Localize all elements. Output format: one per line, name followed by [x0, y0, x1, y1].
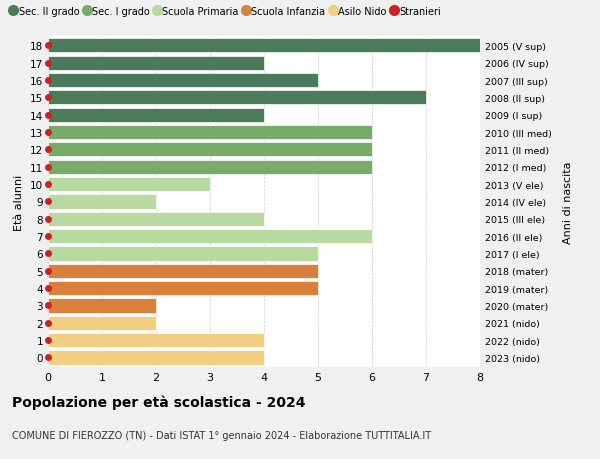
- Bar: [48, 39, 480, 53]
- Bar: [48, 247, 318, 261]
- Text: Popolazione per età scolastica - 2024: Popolazione per età scolastica - 2024: [12, 395, 305, 409]
- Bar: [48, 351, 264, 365]
- Bar: [48, 264, 318, 278]
- Bar: [48, 316, 156, 330]
- Bar: [48, 333, 264, 347]
- Bar: [48, 143, 372, 157]
- Bar: [48, 195, 156, 209]
- Legend: Sec. II grado, Sec. I grado, Scuola Primaria, Scuola Infanzia, Asilo Nido, Stran: Sec. II grado, Sec. I grado, Scuola Prim…: [11, 7, 441, 17]
- Bar: [48, 126, 372, 140]
- Bar: [48, 178, 210, 192]
- Bar: [48, 74, 318, 88]
- Bar: [48, 160, 372, 174]
- Bar: [48, 299, 156, 313]
- Y-axis label: Anni di nascita: Anni di nascita: [563, 161, 573, 243]
- Bar: [48, 108, 264, 123]
- Bar: [48, 91, 426, 105]
- Bar: [48, 281, 318, 296]
- Bar: [48, 230, 372, 244]
- Y-axis label: Età alunni: Età alunni: [14, 174, 25, 230]
- Bar: [48, 212, 264, 226]
- Bar: [48, 56, 264, 71]
- Text: COMUNE DI FIEROZZO (TN) - Dati ISTAT 1° gennaio 2024 - Elaborazione TUTTITALIA.I: COMUNE DI FIEROZZO (TN) - Dati ISTAT 1° …: [12, 431, 431, 440]
